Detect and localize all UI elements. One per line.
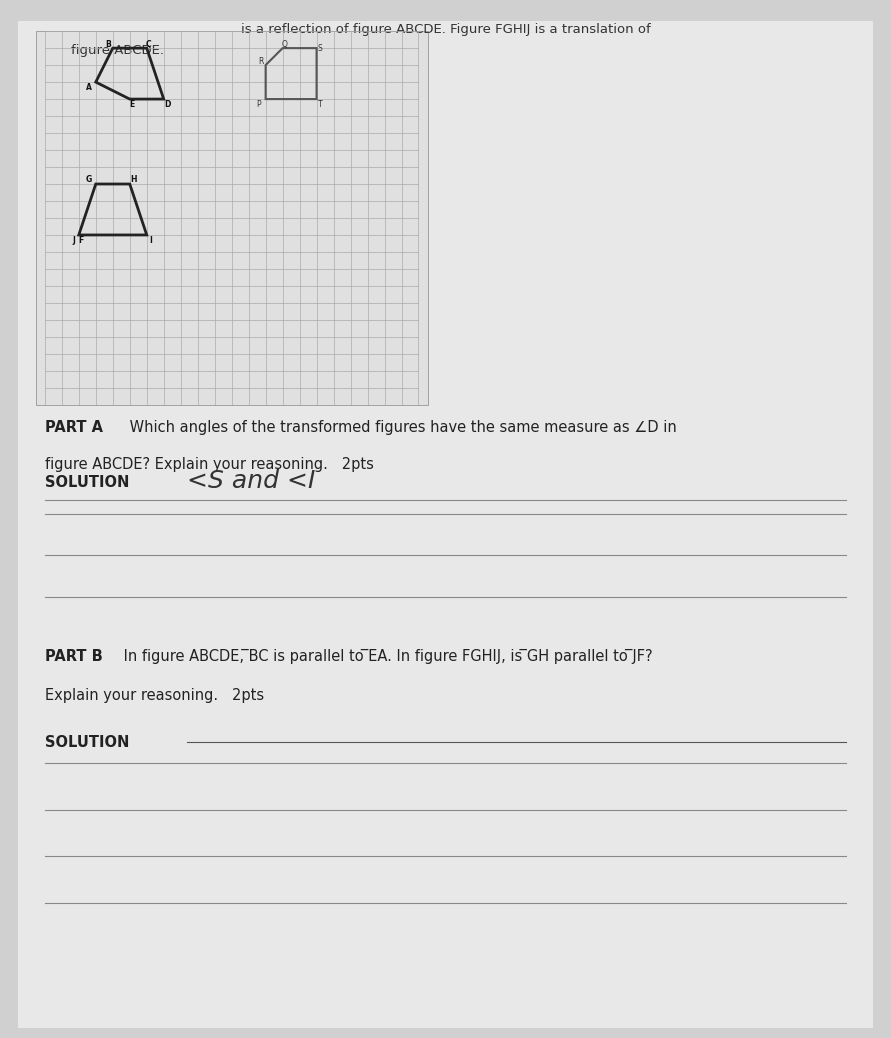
Text: Which angles of the transformed figures have the same measure as ∠D in: Which angles of the transformed figures … (125, 420, 676, 435)
Text: <S and <I: <S and <I (187, 468, 315, 493)
Text: SOLUTION: SOLUTION (45, 475, 129, 490)
Text: S: S (317, 44, 323, 53)
Text: E: E (129, 100, 134, 109)
Text: T: T (318, 100, 323, 109)
Text: F: F (78, 236, 83, 245)
Text: P: P (257, 100, 261, 109)
Text: figure ABCDE? Explain your reasoning.   2pts: figure ABCDE? Explain your reasoning. 2p… (45, 457, 373, 471)
Text: figure ABCDE.: figure ABCDE. (71, 44, 164, 57)
Text: Explain your reasoning.   2pts: Explain your reasoning. 2pts (45, 688, 264, 703)
FancyBboxPatch shape (36, 31, 428, 405)
Text: In figure ABCDE, ̅BC is parallel to ̅EA. In figure FGHIJ, is ̅GH parallel to ̅JF: In figure ABCDE, ̅BC is parallel to ̅EA.… (119, 649, 652, 663)
Text: SOLUTION: SOLUTION (45, 735, 129, 749)
Text: H: H (131, 175, 137, 185)
Text: A: A (86, 83, 92, 91)
Text: PART A: PART A (45, 420, 102, 435)
Text: J: J (72, 236, 75, 245)
Text: PART B: PART B (45, 649, 102, 663)
Text: Q: Q (282, 40, 287, 49)
Text: R: R (257, 57, 263, 66)
Text: G: G (86, 175, 92, 185)
Text: is a reflection of figure ABCDE. Figure FGHIJ is a translation of: is a reflection of figure ABCDE. Figure … (241, 23, 650, 36)
Text: I: I (150, 236, 152, 245)
FancyBboxPatch shape (18, 21, 873, 1028)
Text: C: C (145, 40, 151, 49)
Text: D: D (164, 100, 170, 109)
Text: B: B (105, 40, 110, 49)
